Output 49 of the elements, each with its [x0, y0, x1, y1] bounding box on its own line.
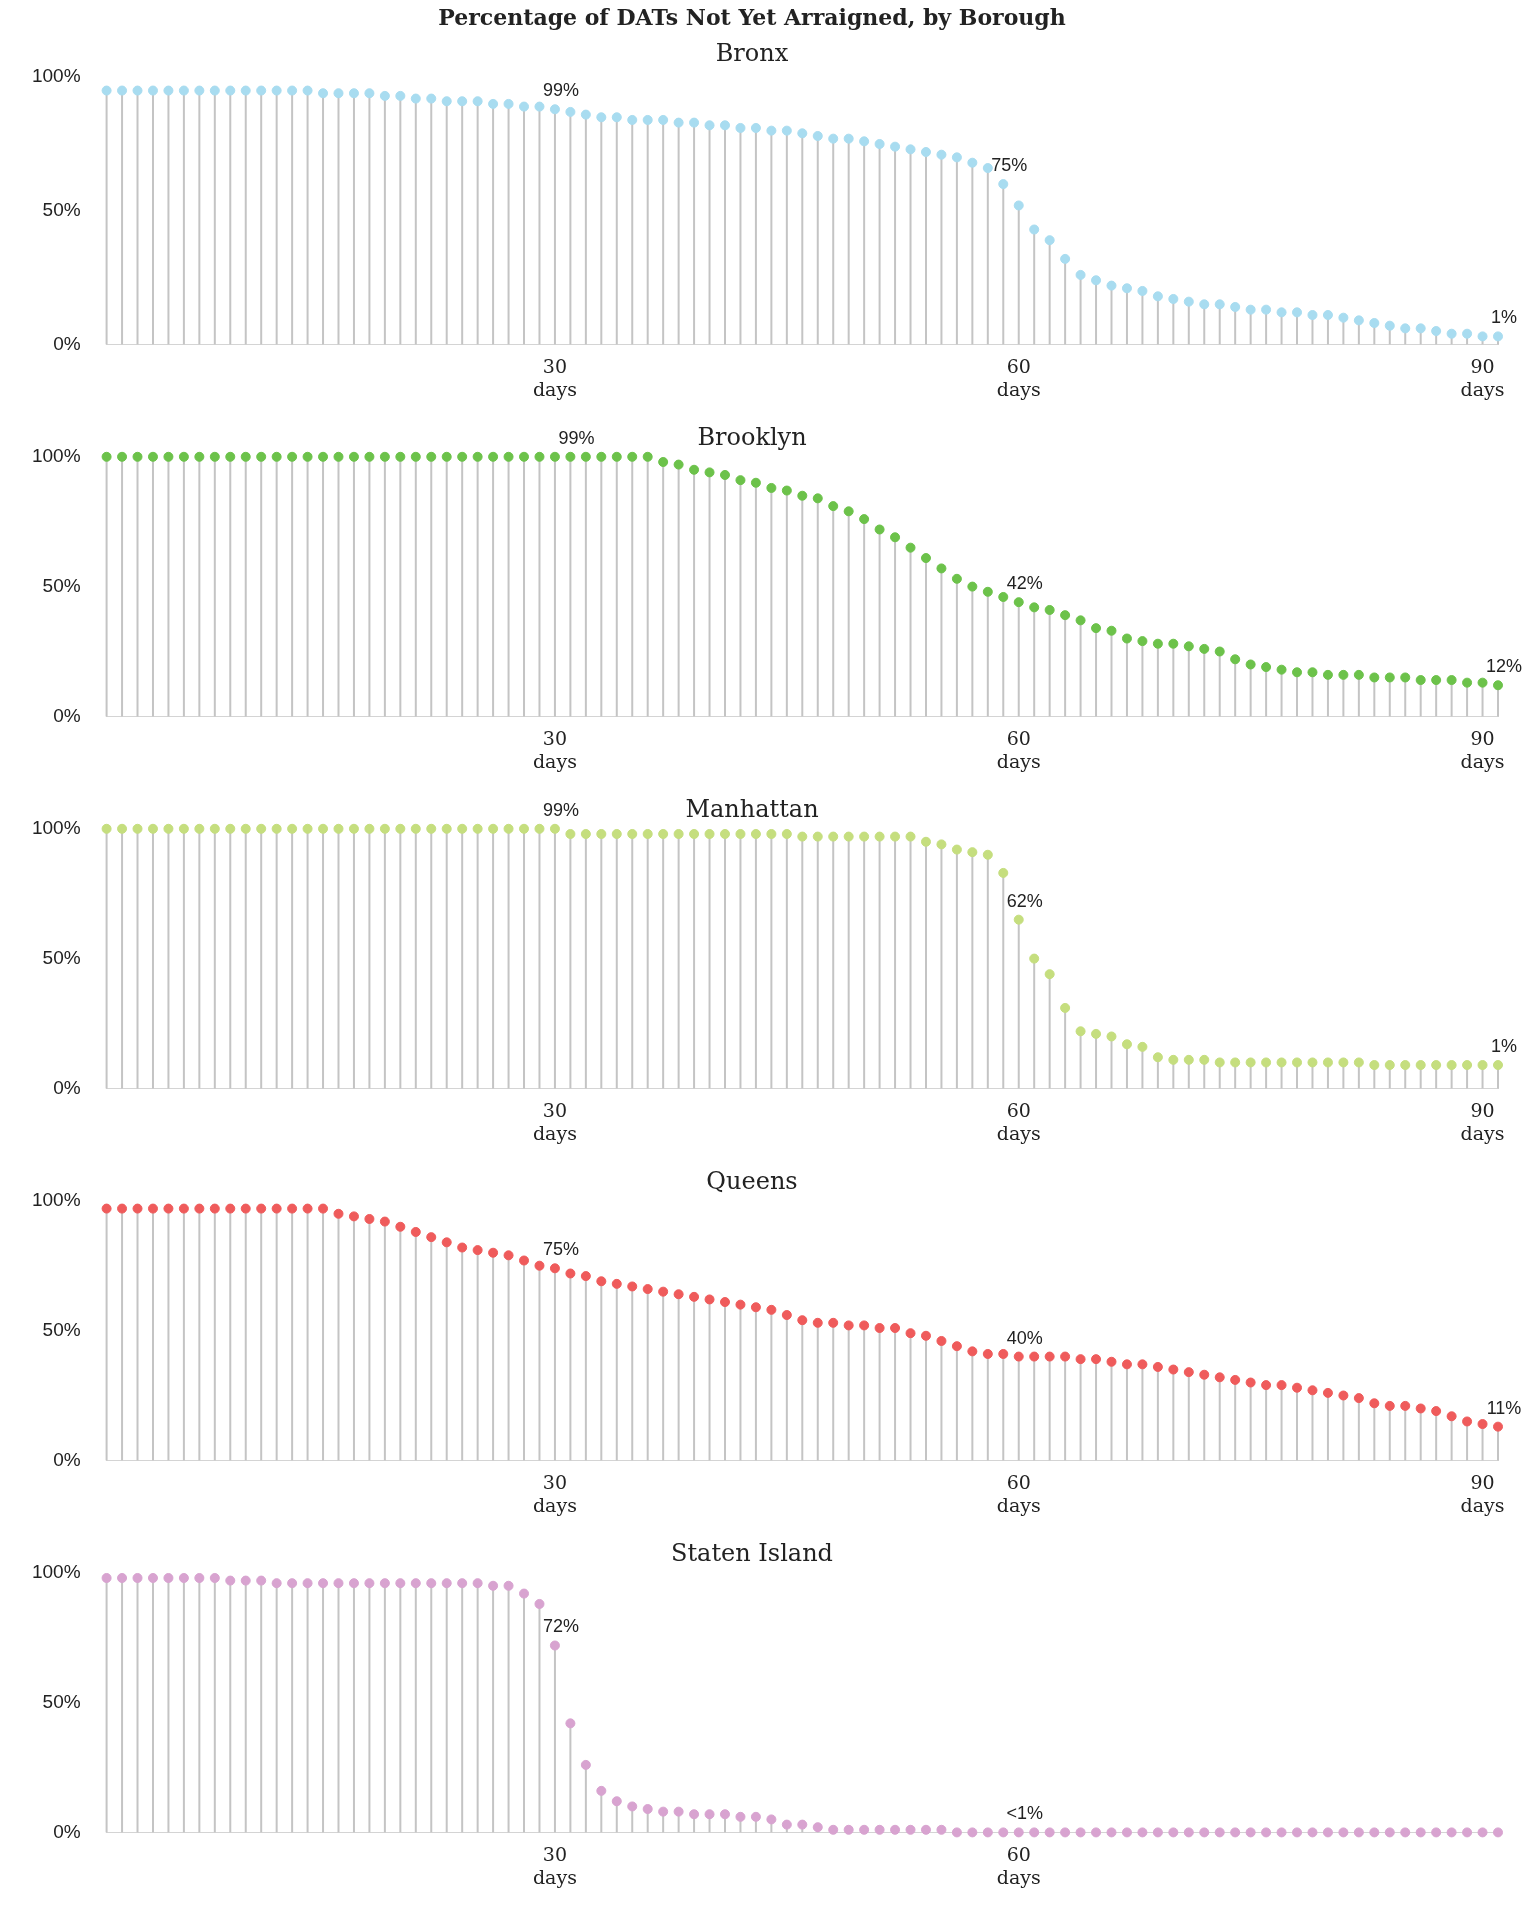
chart-subtitle: Bronx: [715, 39, 789, 68]
y-tick-label: 0%: [53, 332, 81, 354]
chart-title: Brooklyn: [697, 422, 807, 451]
annotation: 62%: [1006, 890, 1043, 911]
x-tick-label: 90 days: [1460, 1098, 1505, 1144]
annotation: 75%: [991, 155, 1028, 176]
x-tick-label: 60 days: [996, 1470, 1041, 1516]
annotation: 99%: [542, 799, 579, 820]
annotation: 40%: [1006, 1327, 1043, 1348]
annotation: 11%: [1486, 1397, 1522, 1418]
x-tick-label: 30 days: [532, 1470, 577, 1516]
x-tick-label: 60 days: [996, 1842, 1041, 1888]
x-tick-label: 30 days: [532, 1842, 577, 1888]
x-tick-label: 90 days: [1460, 354, 1505, 400]
annotation: 75%: [542, 1239, 579, 1260]
x-tick-label: 30 days: [532, 354, 577, 400]
annotation: 42%: [1006, 573, 1043, 594]
x-tick-label: 90 days: [1460, 726, 1505, 772]
x-tick-label: 30 days: [532, 726, 577, 772]
x-tick-label: 60 days: [996, 354, 1041, 400]
y-tick-label: 0%: [53, 1448, 81, 1470]
y-tick-label: 50%: [42, 574, 81, 596]
y-tick-label: 100%: [31, 1561, 81, 1583]
y-tick-label: 100%: [31, 817, 81, 839]
annotation: 99%: [558, 427, 595, 448]
annotation: 12%: [1485, 656, 1523, 677]
x-tick-label: 90 days: [1460, 1470, 1505, 1516]
y-tick-label: 100%: [31, 65, 81, 87]
y-tick-label: 100%: [31, 1189, 81, 1211]
annotation: 72%: [542, 1616, 579, 1637]
x-tick-label: 30 days: [532, 1098, 577, 1144]
y-tick-label: 50%: [42, 946, 81, 968]
y-tick-label: 0%: [53, 1820, 81, 1842]
y-tick-label: 0%: [53, 1076, 81, 1098]
x-tick-label: 60 days: [996, 726, 1041, 772]
annotation: 1%: [1490, 307, 1518, 328]
y-tick-label: 50%: [42, 199, 81, 221]
x-tick-label: 60 days: [996, 1098, 1041, 1144]
y-tick-label: 100%: [31, 445, 81, 467]
annotation: <1%: [1006, 1803, 1043, 1824]
annotation: 1%: [1490, 1036, 1518, 1056]
chart-title: Manhattan: [685, 794, 819, 823]
y-tick-label: 0%: [53, 704, 81, 726]
annotation: 99%: [542, 80, 579, 101]
chart-title: Queens: [706, 1166, 798, 1195]
y-tick-label: 50%: [42, 1690, 81, 1712]
chart-title: Staten Island: [671, 1538, 833, 1567]
chart-title: Percentage of DATs Not Yet Arraigned, by Borough: [438, 3, 1066, 30]
y-tick-label: 50%: [42, 1318, 81, 1340]
